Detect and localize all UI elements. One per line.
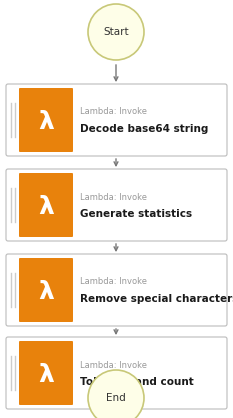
Text: Lambda: Invoke: Lambda: Invoke xyxy=(80,360,147,370)
Text: Lambda: Invoke: Lambda: Invoke xyxy=(80,107,147,117)
Text: Decode base64 string: Decode base64 string xyxy=(80,124,208,134)
FancyBboxPatch shape xyxy=(19,88,73,152)
FancyBboxPatch shape xyxy=(6,169,227,241)
FancyBboxPatch shape xyxy=(6,84,227,156)
Text: End: End xyxy=(106,393,126,403)
FancyBboxPatch shape xyxy=(6,254,227,326)
Text: Lambda: Invoke: Lambda: Invoke xyxy=(80,278,147,286)
FancyBboxPatch shape xyxy=(19,341,73,405)
Ellipse shape xyxy=(88,4,144,60)
Text: Tokenize and count: Tokenize and count xyxy=(80,377,194,387)
Ellipse shape xyxy=(88,370,144,418)
Text: Start: Start xyxy=(103,27,129,37)
Text: Lambda: Invoke: Lambda: Invoke xyxy=(80,193,147,201)
FancyBboxPatch shape xyxy=(19,173,73,237)
Text: Remove special characters: Remove special characters xyxy=(80,294,233,304)
Text: Generate statistics: Generate statistics xyxy=(80,209,192,219)
Text: λ: λ xyxy=(38,195,54,219)
Text: λ: λ xyxy=(38,280,54,304)
FancyBboxPatch shape xyxy=(19,258,73,322)
FancyBboxPatch shape xyxy=(6,337,227,409)
Text: λ: λ xyxy=(38,363,54,387)
Text: λ: λ xyxy=(38,110,54,134)
